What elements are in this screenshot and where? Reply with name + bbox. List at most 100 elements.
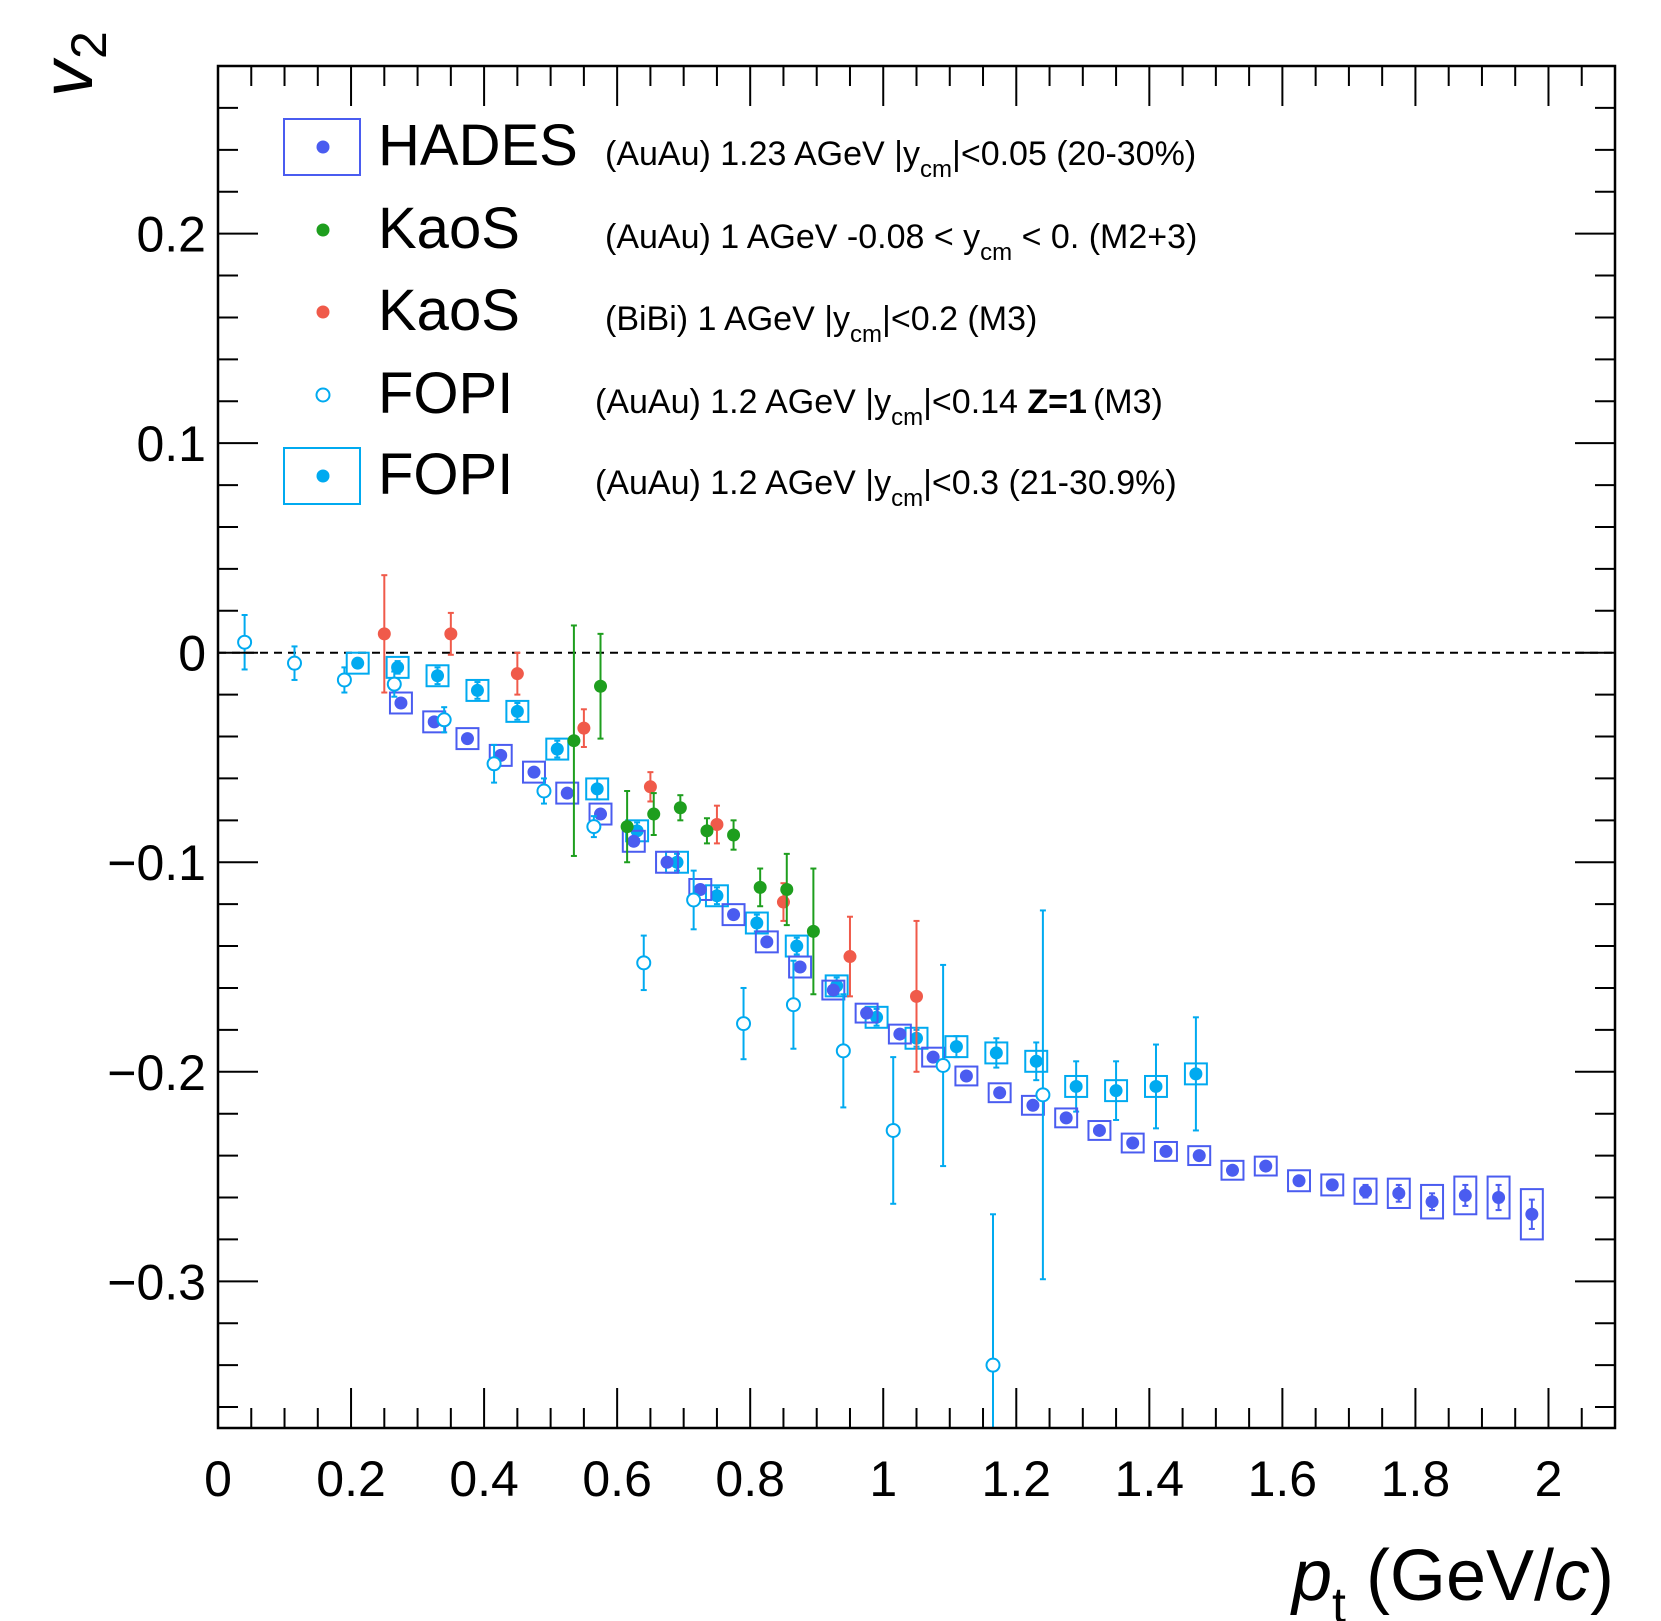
data-point — [643, 780, 657, 794]
data-point — [577, 721, 591, 735]
data-point — [790, 939, 804, 953]
data-point — [860, 1006, 874, 1020]
legend-box — [283, 447, 361, 505]
sys-box — [721, 903, 746, 927]
sys-box — [1320, 1173, 1345, 1197]
data-point — [1492, 1191, 1506, 1205]
x-tick-label: 0.4 — [449, 1451, 519, 1507]
sys-box — [1287, 1169, 1311, 1193]
data-point — [536, 783, 552, 799]
data-point — [1109, 1084, 1123, 1098]
legend-entry-3: FOPI (AuAu) 1.2 AGeV |ycm|<0.14 Z=1 (M3) — [315, 361, 1163, 431]
data-point — [1092, 1123, 1106, 1137]
sys-box — [954, 1065, 979, 1087]
x-axis-title-unit-open: (GeV/ — [1346, 1536, 1554, 1616]
series-1 — [567, 624, 820, 996]
data-point — [700, 824, 714, 838]
sys-box — [754, 930, 779, 954]
series-3 — [237, 613, 1051, 1428]
data-point — [1292, 1174, 1306, 1188]
data-point — [727, 908, 741, 922]
y-tick-label: 0.1 — [136, 416, 206, 472]
data-point — [710, 818, 724, 832]
data-point — [1325, 1178, 1339, 1192]
tick-labels: 0 0.2 0.4 0.6 0.8 1 1.2 1.4 1.6 1.8 2 0.2 0.1 0 −0.1 −0… — [107, 207, 1562, 1507]
x-tick-label: 1 — [869, 1451, 897, 1507]
data-point — [1458, 1188, 1472, 1202]
data-point — [586, 819, 602, 835]
x-tick-label: 1.6 — [1248, 1451, 1318, 1507]
y-axis-title-main: v — [28, 57, 108, 97]
svg-text:pt (GeV/c): pt (GeV/c) — [1290, 1536, 1614, 1621]
data-point — [436, 712, 452, 728]
data-point — [750, 916, 764, 930]
data-point — [710, 889, 724, 903]
data-point — [1189, 1067, 1203, 1081]
data-point — [1192, 1149, 1206, 1163]
x-axis-title-unit-c: c — [1554, 1536, 1590, 1616]
data-point — [510, 704, 524, 718]
legend-name: FOPI — [378, 442, 513, 507]
sys-box — [555, 781, 580, 805]
sys-box — [621, 829, 646, 853]
data-point — [843, 950, 857, 964]
sys-box — [425, 664, 450, 688]
legend-desc: (AuAu) 1.2 AGeV |ycm|<0.14 Z=1 (M3) — [595, 383, 1163, 431]
data-point — [776, 895, 790, 909]
data-point — [460, 732, 474, 746]
data-point — [470, 683, 484, 697]
sys-box — [1220, 1159, 1245, 1181]
data-point — [926, 1050, 940, 1064]
sys-box — [1353, 1177, 1378, 1205]
legend-desc: (AuAu) 1.23 AGeV |ycm|<0.05 (20-30%) — [605, 135, 1196, 183]
sys-box — [522, 760, 546, 784]
sys-box — [1120, 1132, 1145, 1154]
series-4 — [345, 651, 1208, 1132]
data-point — [793, 960, 807, 974]
sys-box — [1253, 1155, 1278, 1177]
data-point — [985, 1357, 1001, 1373]
svg-text:v2: v2 — [28, 31, 117, 97]
y-axis-title: v2 — [28, 31, 117, 97]
y-tick-label: −0.3 — [107, 1254, 206, 1310]
sys-box — [821, 979, 846, 1001]
series-0 — [388, 691, 1544, 1241]
data-point — [1525, 1207, 1539, 1221]
data-point — [727, 828, 741, 842]
legend-entry-2: KaoS (BiBi) 1 AGeV |ycm|<0.2 (M3) — [316, 278, 1037, 348]
data-point — [1069, 1079, 1083, 1093]
data-point — [394, 696, 408, 710]
data-point — [910, 989, 923, 1003]
data-point — [287, 655, 303, 671]
y-tick-label: 0 — [178, 626, 206, 682]
data-point — [893, 1027, 907, 1041]
data-point — [486, 756, 502, 772]
data-point — [835, 1043, 851, 1059]
axis-ticks — [217, 65, 1616, 1428]
legend: HADES (AuAu) 1.23 AGeV |ycm|<0.05 (20-30%… — [283, 113, 1197, 512]
sys-box — [788, 955, 813, 979]
x-tick-label: 1.4 — [1115, 1451, 1185, 1507]
x-tick-label: 0 — [204, 1451, 232, 1507]
legend-entry-0: HADES (AuAu) 1.23 AGeV |ycm|<0.05 (20-30%… — [283, 113, 1196, 183]
sys-box — [505, 699, 530, 723]
sys-box — [1187, 1145, 1212, 1167]
legend-name: KaoS — [378, 196, 520, 261]
x-tick-label: 1.8 — [1381, 1451, 1451, 1507]
data-point — [636, 955, 652, 971]
x-tick-label: 1.2 — [982, 1451, 1052, 1507]
x-tick-label: 2 — [1535, 1451, 1563, 1507]
sys-box — [1054, 1107, 1079, 1129]
sys-box — [465, 678, 490, 702]
data-point — [1059, 1111, 1073, 1125]
sys-box — [655, 850, 680, 874]
legend-marker — [316, 223, 330, 237]
data-point — [1029, 1054, 1043, 1068]
series-2 — [377, 574, 923, 1073]
sys-box — [545, 737, 570, 761]
data-point — [594, 679, 608, 693]
y-tick-label: −0.1 — [107, 835, 206, 891]
legend-box — [283, 118, 361, 176]
data-point — [444, 627, 458, 641]
sys-box — [704, 884, 729, 908]
